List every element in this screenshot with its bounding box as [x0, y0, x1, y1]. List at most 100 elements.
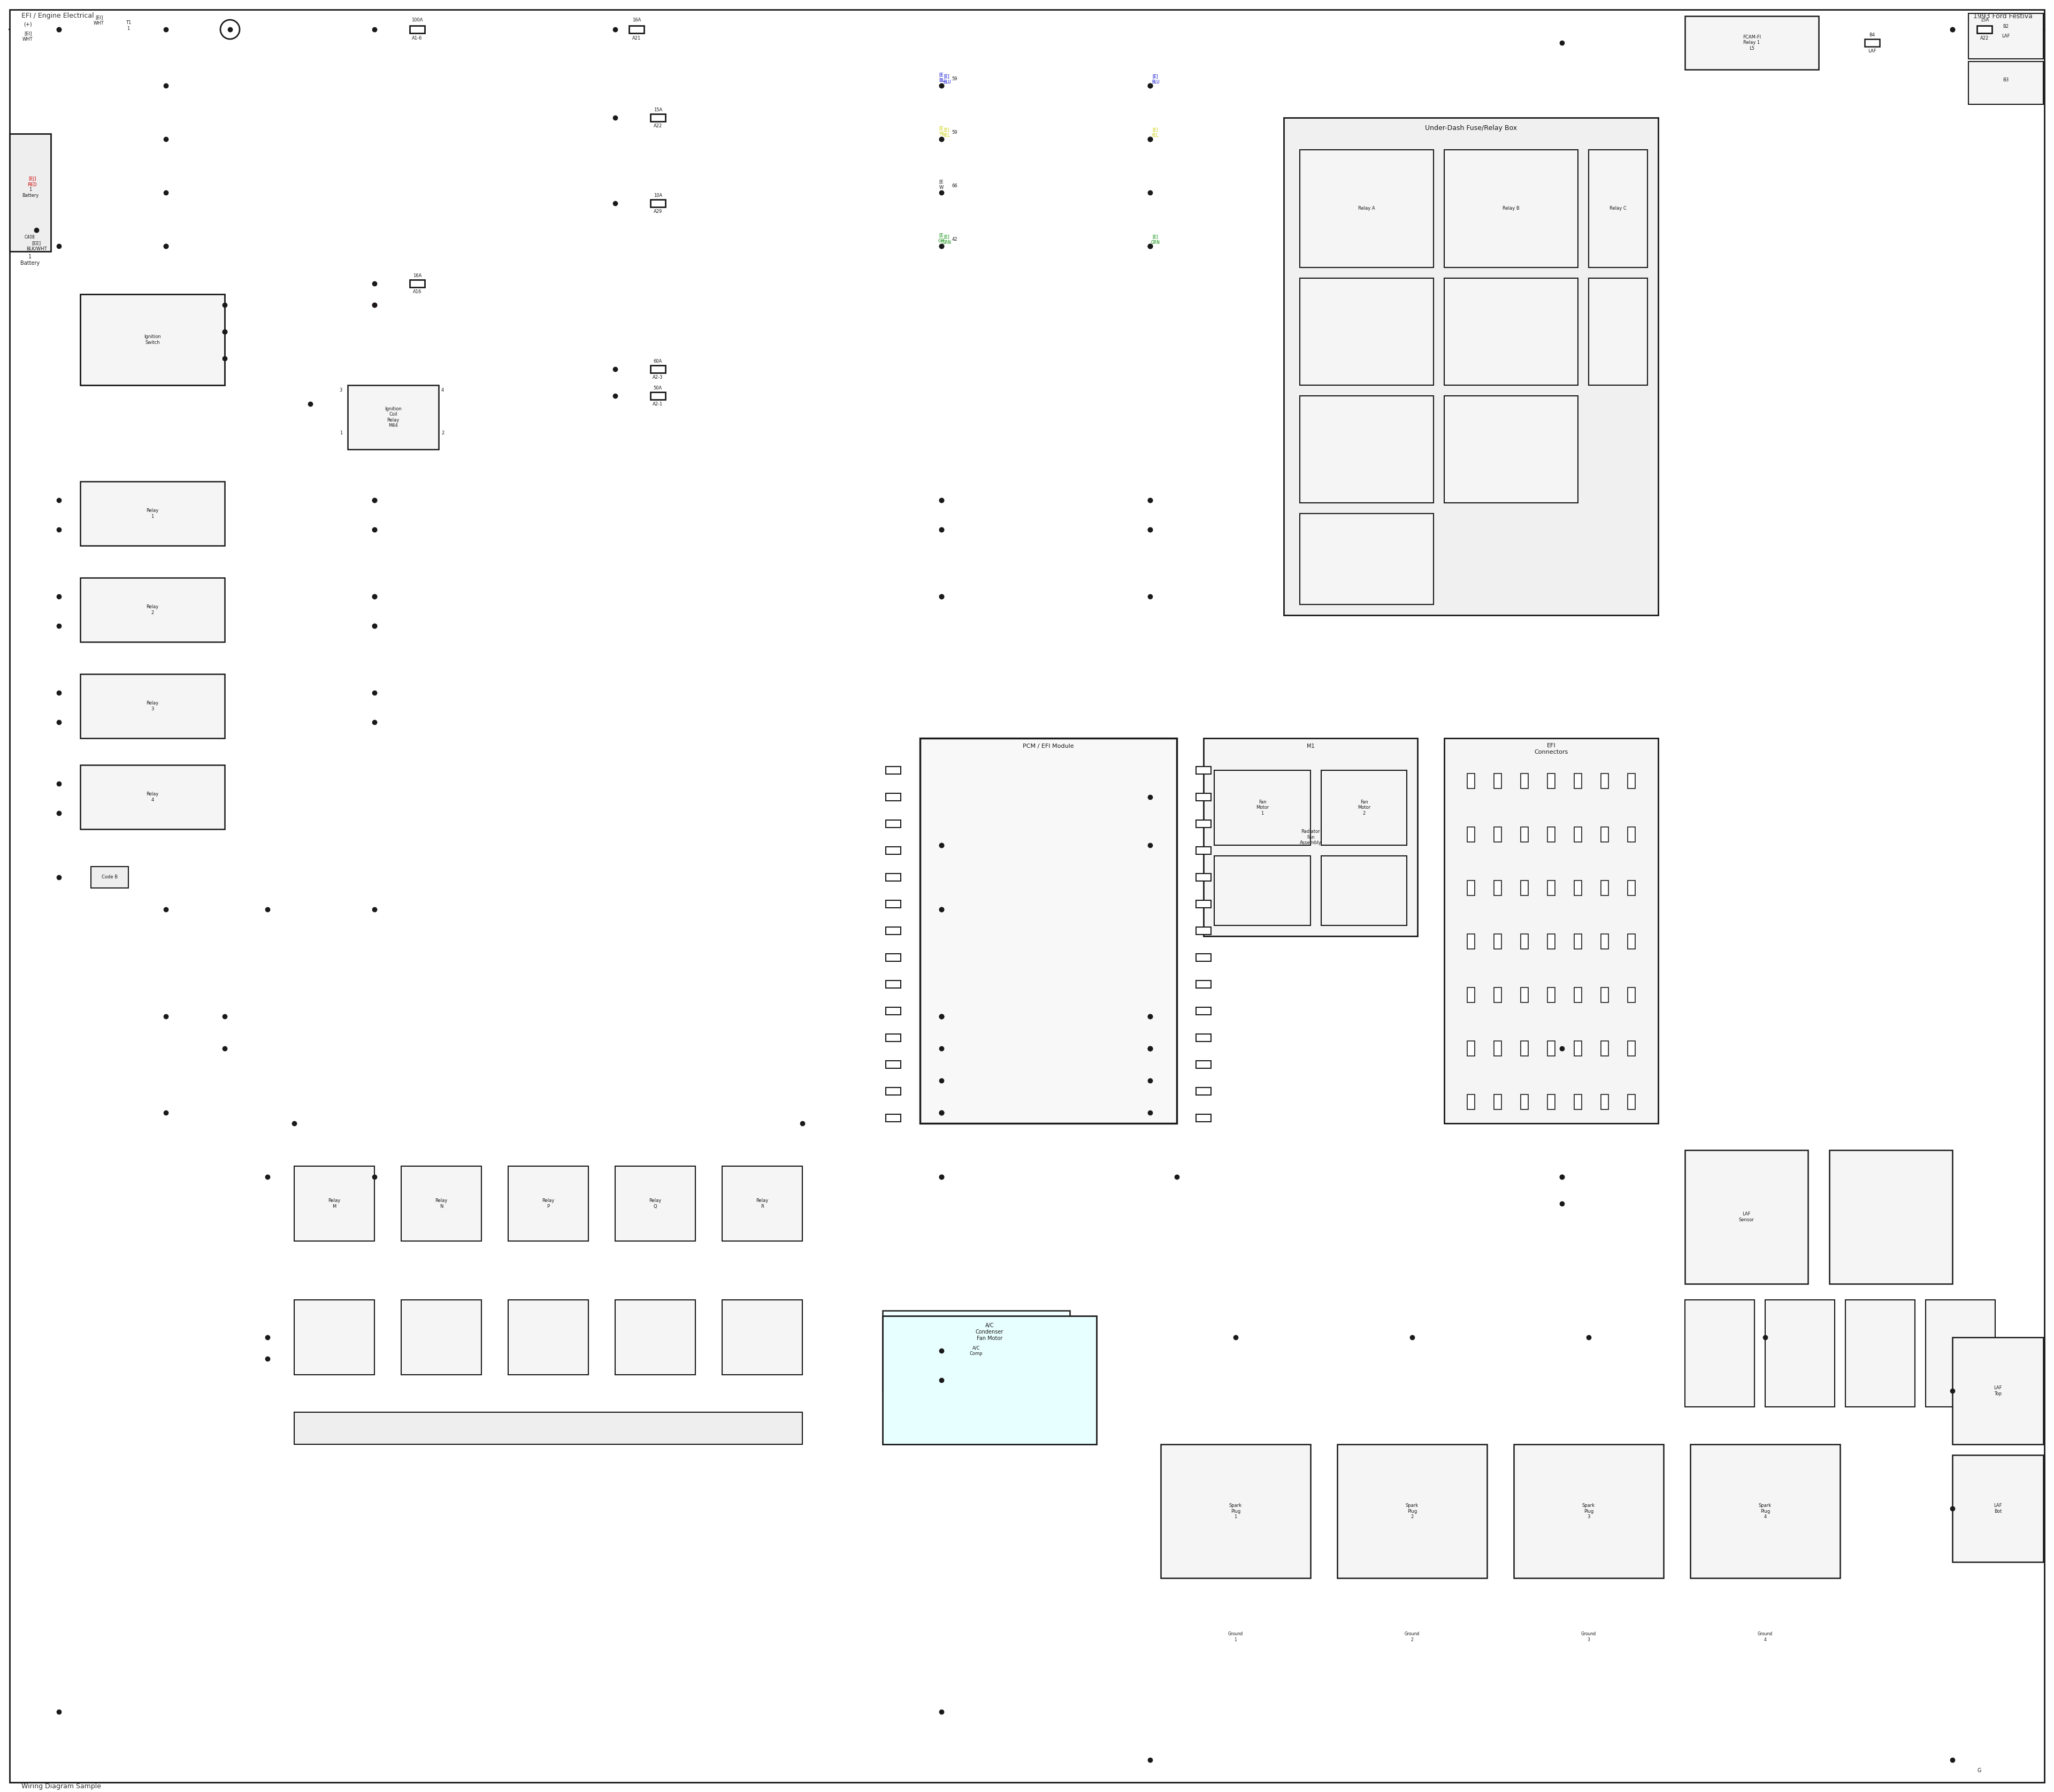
Bar: [1493, 826, 1501, 842]
Bar: [1321, 857, 1407, 925]
Bar: [651, 115, 665, 122]
Bar: [1195, 980, 1212, 987]
Text: Spark
Plug
4: Spark Plug 4: [1758, 1503, 1773, 1520]
Bar: [723, 1299, 803, 1374]
Text: A22: A22: [653, 124, 661, 129]
Text: T1
1: T1 1: [125, 20, 131, 30]
Bar: [507, 1299, 587, 1374]
Text: LAF: LAF: [2003, 34, 2011, 39]
Bar: [1547, 934, 1555, 950]
Bar: [1627, 880, 1635, 896]
Text: 59: 59: [951, 77, 957, 82]
Bar: [651, 366, 665, 373]
Bar: [1284, 118, 1658, 615]
Bar: [1195, 873, 1212, 882]
Bar: [1627, 1095, 1635, 1109]
Bar: [1321, 771, 1407, 846]
Text: [E
W: [E W: [939, 179, 943, 190]
Bar: [614, 1167, 696, 1242]
Bar: [1573, 1095, 1582, 1109]
Text: A1-6: A1-6: [413, 36, 423, 41]
Text: A22: A22: [1980, 36, 1988, 41]
Bar: [1520, 1041, 1528, 1055]
Text: Ground
4: Ground 4: [1758, 1633, 1773, 1641]
Bar: [1627, 826, 1635, 842]
Bar: [1195, 953, 1212, 961]
Text: Spark
Plug
3: Spark Plug 3: [1582, 1503, 1596, 1520]
Bar: [1684, 1150, 1808, 1283]
Text: 15A: 15A: [653, 108, 661, 113]
Bar: [1444, 396, 1577, 504]
Text: [E]
BLU: [E] BLU: [943, 73, 951, 84]
Text: 50A: 50A: [653, 385, 661, 391]
Bar: [1514, 1444, 1664, 1579]
Text: Under-Dash Fuse/Relay Box: Under-Dash Fuse/Relay Box: [1425, 125, 1518, 133]
Bar: [401, 1299, 481, 1374]
Bar: [1968, 13, 2044, 59]
Bar: [1195, 926, 1212, 934]
Text: A/C
Comp: A/C Comp: [969, 1346, 982, 1357]
Text: [E]
YEL: [E] YEL: [1152, 127, 1158, 138]
Bar: [1600, 774, 1608, 788]
Bar: [1195, 848, 1212, 855]
Bar: [651, 199, 665, 208]
Bar: [1493, 934, 1501, 950]
Bar: [1600, 826, 1608, 842]
Bar: [885, 1007, 902, 1014]
Text: Relay
R: Relay R: [756, 1199, 768, 1210]
Text: A16: A16: [413, 290, 421, 294]
Bar: [294, 1167, 374, 1242]
Bar: [885, 794, 902, 801]
Bar: [1337, 1444, 1487, 1579]
Text: 1
Battery: 1 Battery: [23, 188, 39, 197]
Bar: [1520, 880, 1528, 896]
Bar: [1684, 1299, 1754, 1407]
Text: FCAM-FI
Relay 1
L5: FCAM-FI Relay 1 L5: [1742, 34, 1760, 50]
Bar: [294, 1299, 374, 1374]
Bar: [1300, 151, 1434, 267]
Bar: [1764, 1299, 1834, 1407]
Bar: [507, 1167, 587, 1242]
Bar: [1573, 880, 1582, 896]
Text: [E
YE: [E YE: [939, 125, 945, 136]
Bar: [1195, 1061, 1212, 1068]
Bar: [885, 821, 902, 828]
Bar: [614, 1299, 696, 1374]
Bar: [883, 1315, 1097, 1444]
Text: 66: 66: [951, 185, 957, 188]
Text: PCM / EFI Module: PCM / EFI Module: [1023, 744, 1074, 749]
Bar: [1467, 1095, 1475, 1109]
Bar: [80, 765, 224, 830]
Bar: [1627, 987, 1635, 1002]
Text: [E]
GRN: [E] GRN: [943, 235, 951, 246]
Text: EFI / Engine Electrical: EFI / Engine Electrical: [21, 13, 94, 20]
Text: LAF
Sensor: LAF Sensor: [1740, 1211, 1754, 1222]
Text: EFI
Connectors: EFI Connectors: [1534, 744, 1567, 754]
Bar: [885, 953, 902, 961]
Bar: [1953, 1337, 2044, 1444]
Bar: [1520, 774, 1528, 788]
Bar: [1204, 738, 1417, 935]
Text: Ground
1: Ground 1: [1228, 1633, 1243, 1641]
Bar: [1547, 880, 1555, 896]
Text: C408: C408: [25, 235, 35, 240]
Bar: [651, 392, 665, 400]
Bar: [1547, 774, 1555, 788]
Bar: [885, 1088, 902, 1095]
Text: M1: M1: [1306, 744, 1315, 749]
Text: 60A: 60A: [653, 358, 661, 364]
Text: G: G: [1978, 1769, 1982, 1774]
Bar: [1444, 278, 1577, 385]
Bar: [1195, 1115, 1212, 1122]
Text: 42: 42: [951, 237, 957, 242]
Text: A29: A29: [653, 210, 661, 215]
Bar: [1573, 1041, 1582, 1055]
Text: 59: 59: [951, 131, 957, 134]
Text: 16A: 16A: [413, 272, 421, 278]
Text: [E]
GRN: [E] GRN: [1150, 235, 1161, 246]
Text: 4: 4: [442, 389, 444, 392]
Text: [EJ]
RED: [EJ] RED: [27, 177, 37, 186]
Bar: [1467, 934, 1475, 950]
Bar: [1467, 826, 1475, 842]
Bar: [1547, 987, 1555, 1002]
